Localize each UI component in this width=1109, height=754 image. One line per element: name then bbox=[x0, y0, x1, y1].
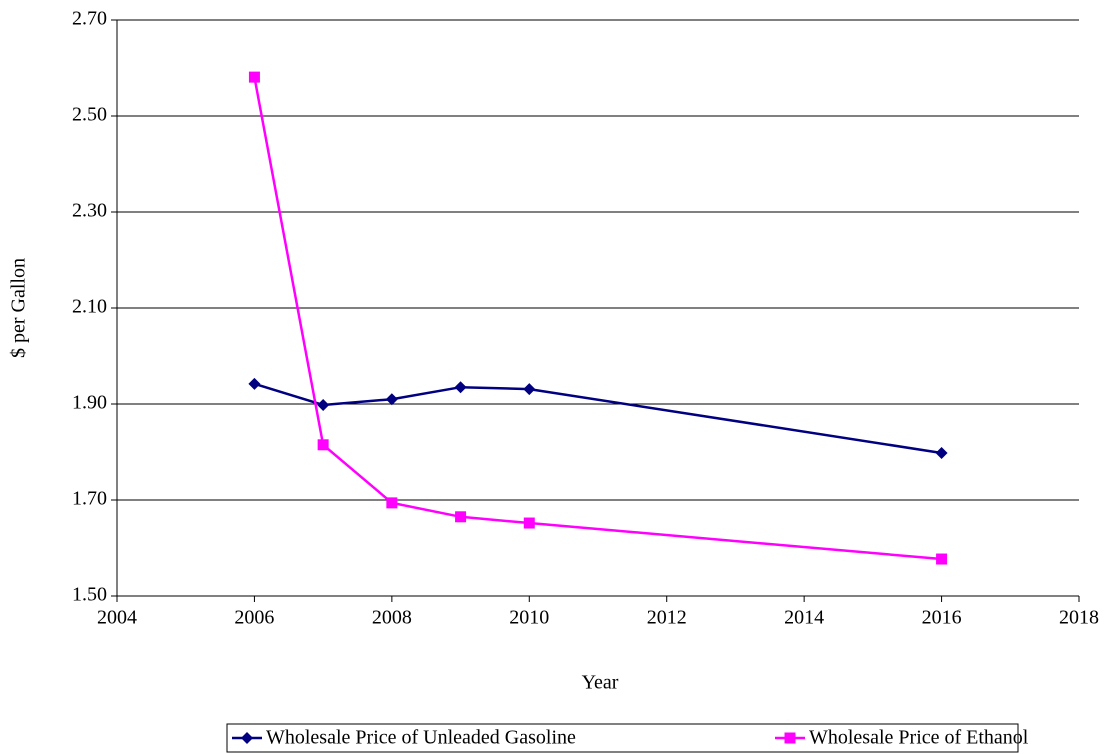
y-tick-label: 1.50 bbox=[72, 584, 107, 606]
marker bbox=[317, 398, 330, 411]
marker bbox=[523, 383, 536, 396]
marker bbox=[454, 381, 467, 394]
legend-label: Wholesale Price of Ethanol bbox=[809, 727, 1029, 749]
x-tick-label: 2006 bbox=[234, 607, 274, 629]
marker bbox=[455, 511, 467, 523]
marker bbox=[317, 439, 329, 451]
x-tick-label: 2014 bbox=[784, 607, 824, 629]
marker bbox=[248, 71, 260, 83]
x-tick-label: 2012 bbox=[647, 607, 687, 629]
marker bbox=[248, 377, 261, 390]
y-tick-label: 2.70 bbox=[72, 8, 107, 30]
y-tick-label: 2.30 bbox=[72, 200, 107, 222]
marker bbox=[784, 732, 796, 744]
y-tick-label: 2.10 bbox=[72, 296, 107, 318]
x-tick-label: 2018 bbox=[1059, 607, 1099, 629]
series-line bbox=[253, 76, 942, 561]
y-tick-label: 1.90 bbox=[72, 392, 107, 414]
y-axis-label: $ per Gallon bbox=[8, 258, 30, 358]
marker bbox=[241, 732, 253, 744]
y-tick-label: 1.70 bbox=[72, 488, 107, 510]
marker bbox=[385, 393, 398, 406]
legend-box bbox=[226, 723, 1019, 753]
x-axis-label: Year bbox=[582, 672, 619, 694]
marker bbox=[936, 553, 948, 565]
series-line bbox=[254, 382, 942, 455]
x-tick-label: 2010 bbox=[509, 607, 549, 629]
legend-label: Wholesale Price of Unleaded Gasoline bbox=[266, 727, 576, 749]
marker bbox=[935, 446, 948, 459]
marker bbox=[386, 497, 398, 509]
x-tick-label: 2004 bbox=[97, 607, 137, 629]
y-tick-label: 2.50 bbox=[72, 104, 107, 126]
x-tick-label: 2008 bbox=[372, 607, 412, 629]
marker bbox=[523, 517, 535, 529]
x-tick-label: 2016 bbox=[922, 607, 962, 629]
